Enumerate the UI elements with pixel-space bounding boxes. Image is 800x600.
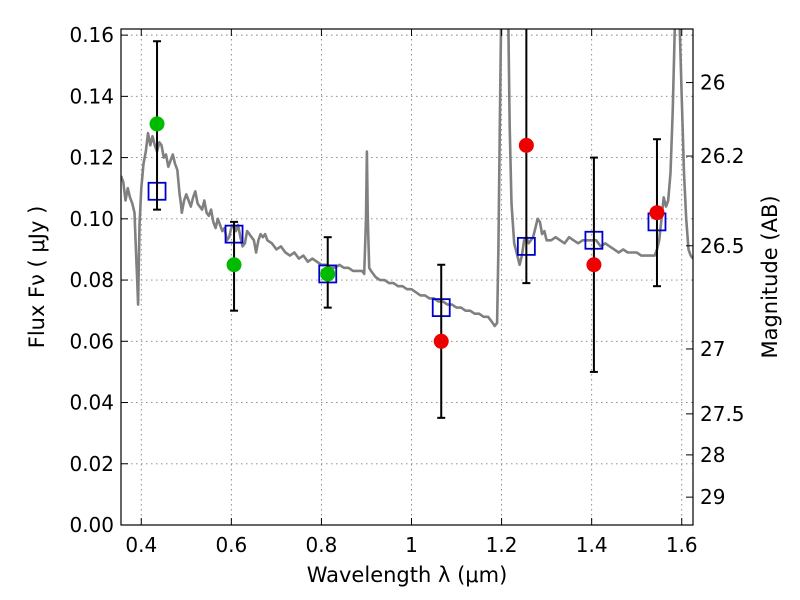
x-tick-label: 1.4: [576, 533, 608, 557]
spectrum-layer: [121, 29, 693, 328]
plot-frame: [120, 28, 694, 526]
y-tick-label: 0.00: [69, 513, 114, 537]
y2-tick-label: 27: [700, 337, 725, 361]
x-tick-label: 0.8: [306, 533, 338, 557]
y-tick-label: 0.16: [69, 23, 114, 47]
grid: [121, 29, 693, 525]
observed-points-layer: [149, 116, 665, 349]
observed-point: [649, 205, 665, 221]
y2-tick-label: 26.5: [700, 234, 745, 258]
observed-point: [149, 116, 165, 132]
axis-ticks: [121, 29, 693, 526]
y2-tick-label: 26.2: [700, 144, 745, 168]
observed-point: [433, 333, 449, 349]
x-tick-label: 1.6: [666, 533, 698, 557]
y2-tick-label: 28: [700, 443, 725, 467]
x-tick-label: 0.4: [125, 533, 157, 557]
observed-point: [518, 137, 534, 153]
observed-point: [586, 257, 602, 273]
y2-tick-label: 27.5: [700, 402, 745, 426]
y-tick-label: 0.08: [69, 268, 114, 292]
y-tick-label: 0.02: [69, 452, 114, 476]
x-tick-label: 0.6: [215, 533, 247, 557]
spectrum-line: [121, 29, 693, 328]
observed-point: [320, 266, 336, 282]
y-tick-label: 0.10: [69, 207, 114, 231]
y-tick-label: 0.14: [69, 84, 114, 108]
y-axis-title: Flux Fν ( μJy ): [25, 206, 49, 349]
x-tick-label: 1.2: [486, 533, 518, 557]
observed-point: [226, 257, 242, 273]
tick-labels: 0.4 0.6 0.8 1 1.2 1.4 1.6 0.00 0.02 0.04 0.06 0.08 0…: [69, 23, 744, 557]
y2-axis-title: Magnitude (AB): [758, 195, 782, 358]
x-tick-label: 1: [405, 533, 418, 557]
y2-tick-label: 29: [700, 485, 725, 509]
y-tick-label: 0.06: [69, 329, 114, 353]
y-tick-label: 0.12: [69, 146, 114, 170]
y-tick-label: 0.04: [69, 391, 114, 415]
plot-area: [121, 29, 693, 525]
x-axis-title: Wavelength λ (μm): [307, 563, 508, 587]
y2-tick-label: 26: [700, 71, 725, 95]
